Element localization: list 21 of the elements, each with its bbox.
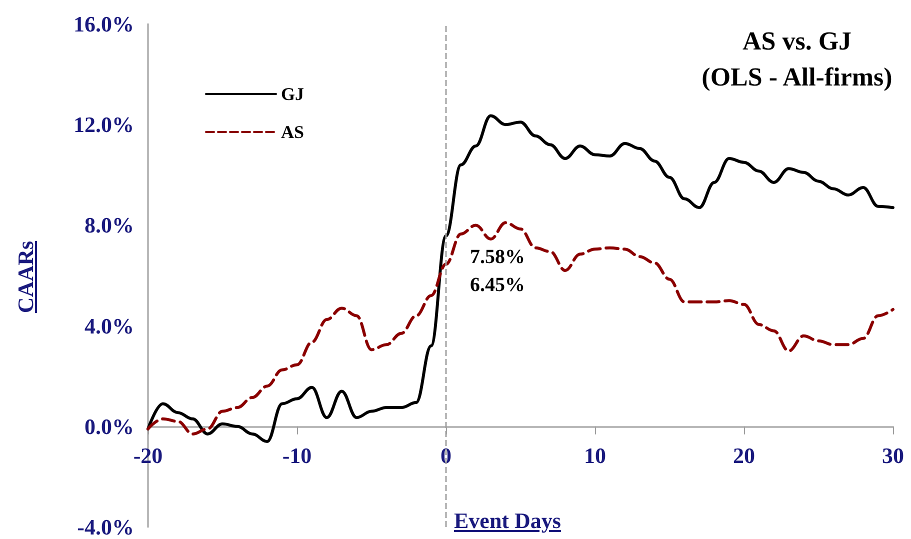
y-tick-label: -4.0%	[77, 514, 134, 539]
x-tick-label: 10	[584, 442, 606, 468]
x-tick-label: 0	[440, 442, 452, 468]
y-tick-label: 16.0%	[74, 12, 134, 36]
annotation: 7.58%	[470, 246, 525, 268]
x-axis-title: Event Days	[454, 508, 561, 534]
line-series	[146, 114, 894, 443]
text: AS vs. GJ (OLS - All-firms)	[702, 26, 892, 92]
y-axis-title: CAARs	[13, 240, 39, 314]
legend-label: AS	[281, 122, 304, 142]
legend-label: GJ	[281, 84, 304, 104]
x-tick-label: -20	[133, 442, 163, 468]
y-tick-label: 0.0%	[84, 414, 134, 439]
x-tick-label: 20	[733, 442, 755, 468]
y-tick-label: 8.0%	[84, 212, 134, 238]
y-tick-label: 12.0%	[74, 112, 134, 138]
x-tick-label: -10	[282, 442, 312, 468]
line-series	[146, 221, 894, 436]
y-tick-label: 4.0%	[84, 313, 134, 338]
x-tick-label: 30	[882, 442, 904, 468]
annotation: 6.45%	[470, 274, 525, 296]
